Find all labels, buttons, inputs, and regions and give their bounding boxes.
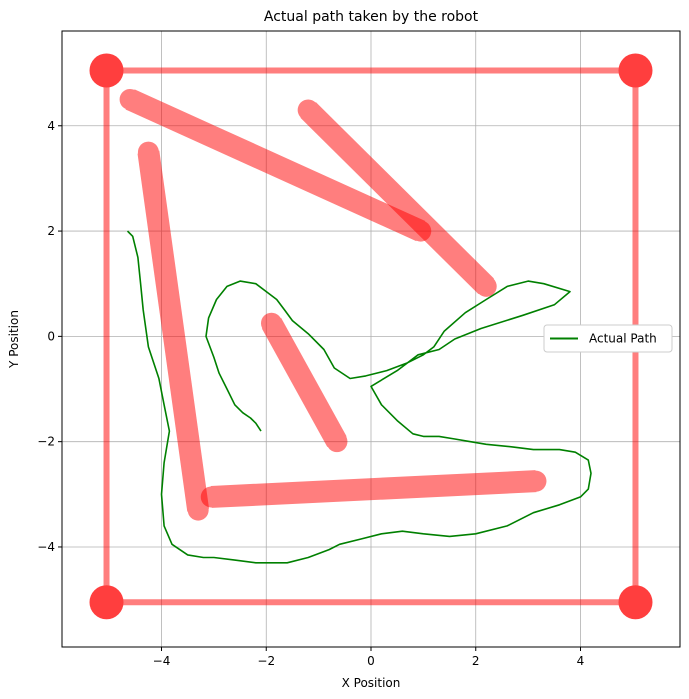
obstacle-endpoint (260, 312, 282, 334)
y-tick-label: −2 (37, 435, 55, 449)
x-tick-label: −4 (153, 654, 171, 668)
obstacle (200, 470, 547, 508)
obstacle (297, 99, 497, 297)
x-axis-ticks: −4 −2 0 2 4 (153, 647, 585, 668)
x-tick-label: 0 (367, 654, 375, 668)
corner-marker (89, 53, 124, 88)
legend: Actual Path (543, 324, 673, 353)
obstacle-bar (261, 317, 347, 447)
obstacle-endpoint (297, 99, 319, 121)
obstacle-bar (137, 150, 210, 512)
legend-box (543, 324, 673, 353)
y-tick-label: 0 (47, 329, 55, 343)
obstacle-endpoint (326, 431, 348, 453)
obstacle-bar (125, 89, 426, 242)
obstacle-endpoint (119, 88, 141, 110)
series (126, 230, 592, 564)
obstacle (260, 312, 348, 453)
y-tick-label: 2 (47, 224, 55, 238)
obstacle-endpoint (137, 141, 159, 163)
chart-title: Actual path taken by the robot (264, 9, 479, 25)
obstacle-bar (210, 470, 537, 508)
legend-entry-label: Actual Path (589, 332, 657, 346)
corner-marker (618, 53, 653, 88)
obstacle-endpoint (200, 486, 222, 508)
corner-marker (89, 585, 124, 620)
y-tick-label: 4 (47, 119, 55, 133)
obstacle (137, 141, 210, 521)
y-tick-label: −4 (37, 540, 55, 554)
y-axis-label: Y Position (7, 310, 21, 369)
x-tick-label: 2 (472, 654, 480, 668)
path-line (126, 230, 592, 564)
x-axis-label: X Position (342, 676, 401, 690)
obstacle-endpoint (525, 470, 547, 492)
boundary-wall (89, 53, 124, 620)
obstacle-endpoint (187, 499, 209, 521)
corner-marker (618, 585, 653, 620)
x-tick-label: −2 (257, 654, 275, 668)
x-tick-label: 4 (577, 654, 585, 668)
obstacle-bar (300, 102, 494, 295)
obstacles (89, 53, 653, 620)
y-axis-ticks: −4 −2 0 2 4 (37, 119, 62, 554)
obstacle-endpoint (475, 275, 497, 297)
